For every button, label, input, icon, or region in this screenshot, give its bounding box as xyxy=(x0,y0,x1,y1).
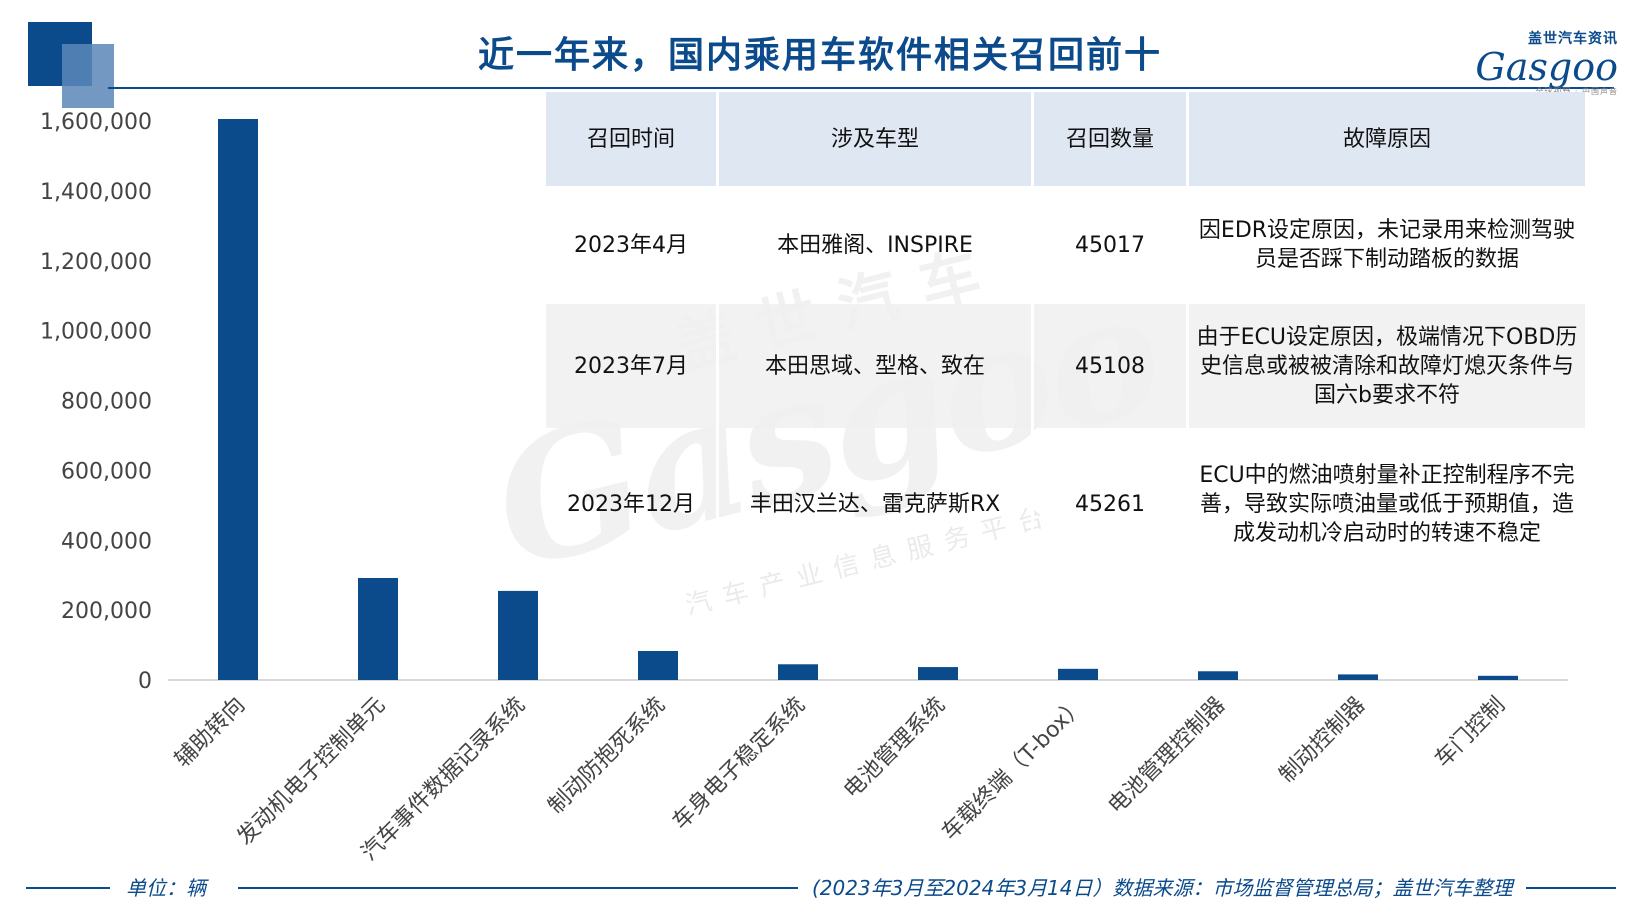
bar xyxy=(638,651,678,680)
bars-group xyxy=(218,119,1518,680)
cell-quantity: 45261 xyxy=(1034,428,1189,580)
bar xyxy=(1058,668,1098,680)
x-tick-label: 车身电子稳定系统 xyxy=(668,693,810,835)
data-source: (2023年3月至2024年3月14日）数据来源：市场监督管理总局；盖世汽车整理 xyxy=(812,876,1513,900)
footer-line-left xyxy=(26,887,110,889)
header-models: 涉及车型 xyxy=(719,92,1034,186)
y-tick-label: 0 xyxy=(138,669,152,694)
cell-models: 本田思域、型格、致在 xyxy=(719,304,1034,428)
decor-square-light xyxy=(62,44,114,108)
cell-time: 2023年7月 xyxy=(546,304,719,428)
x-tick-label: 车门控制 xyxy=(1430,693,1510,773)
y-tick-label: 600,000 xyxy=(61,459,152,484)
cell-reason: ECU中的燃油喷射量补正控制程序不完善，导致实际喷油量或低于预期值，造成发动机冷… xyxy=(1189,428,1588,580)
unit-label: 单位：辆 xyxy=(126,876,206,900)
x-tick-label: 制动防抱死系统 xyxy=(544,693,671,820)
logo-slogan: 全球视野 · 中国声音 xyxy=(1535,87,1618,96)
cell-models: 丰田汉兰达、雷克萨斯RX xyxy=(719,428,1034,580)
bar xyxy=(218,119,258,680)
table-row: 2023年7月 本田思域、型格、致在 45108 由于ECU设定原因，极端情况下… xyxy=(546,304,1588,428)
y-tick-label: 800,000 xyxy=(61,390,152,415)
cell-quantity: 45108 xyxy=(1034,304,1189,428)
cell-time: 2023年12月 xyxy=(546,428,719,580)
table-row: 2023年4月 本田雅阁、INSPIRE 45017 因EDR设定原因，未记录用… xyxy=(546,186,1588,304)
bar xyxy=(1478,675,1518,680)
header-reason: 故障原因 xyxy=(1189,92,1588,186)
y-tick-label: 1,200,000 xyxy=(40,250,152,275)
cell-time: 2023年4月 xyxy=(546,186,719,304)
page-title: 近一年来，国内乘用车软件相关召回前十 xyxy=(477,35,1162,76)
x-tick-label: 电池管理系统 xyxy=(839,693,950,804)
logo-wordmark: Gasgoo xyxy=(1475,45,1618,89)
y-tick-label: 200,000 xyxy=(61,599,152,624)
bar xyxy=(778,664,818,680)
x-tick-label: 汽车事件数据记录系统 xyxy=(357,693,530,866)
bar xyxy=(498,590,538,680)
logo-top-text: 盖世汽车资讯 xyxy=(1528,31,1618,47)
x-tick-label: 辅助转向 xyxy=(170,693,250,773)
table-row: 2023年12月 丰田汉兰达、雷克萨斯RX 45261 ECU中的燃油喷射量补正… xyxy=(546,428,1588,580)
x-tick-label: 电池管理控制器 xyxy=(1104,693,1231,820)
cell-reason: 由于ECU设定原因，极端情况下OBD历史信息或被被清除和故障灯熄灭条件与国六b要… xyxy=(1189,304,1588,428)
y-tick-label: 1,000,000 xyxy=(40,320,152,345)
cell-reason: 因EDR设定原因，未记录用来检测驾驶员是否踩下制动踏板的数据 xyxy=(1189,186,1588,304)
footer-line-middle xyxy=(238,887,798,889)
bar xyxy=(1198,671,1238,680)
title-divider xyxy=(108,87,1614,89)
header-recall-time: 召回时间 xyxy=(546,92,719,186)
cell-quantity: 45017 xyxy=(1034,186,1189,304)
x-tick-label: 车载终端（T-box） xyxy=(937,693,1090,846)
y-tick-label: 1,400,000 xyxy=(40,180,152,205)
y-axis-ticks: 0 200,000 400,000 600,000 800,000 1,000,000 1,… xyxy=(40,110,152,694)
x-tick-label: 制动控制器 xyxy=(1275,693,1370,788)
footer-line-right xyxy=(1526,887,1616,889)
y-tick-label: 400,000 xyxy=(61,529,152,554)
y-tick-label: 1,600,000 xyxy=(40,110,152,135)
gasgoo-logo: 盖世汽车资讯 Gasgoo 全球视野 · 中国声音 xyxy=(1448,28,1618,96)
x-tick-label: 发动机电子控制单元 xyxy=(233,693,391,851)
bar xyxy=(358,577,398,680)
bar xyxy=(1338,674,1378,680)
cell-models: 本田雅阁、INSPIRE xyxy=(719,186,1034,304)
recall-table: 召回时间 涉及车型 召回数量 故障原因 2023年4月 本田雅阁、INSPIRE… xyxy=(546,92,1588,580)
bar xyxy=(918,667,958,680)
header-quantity: 召回数量 xyxy=(1034,92,1189,186)
